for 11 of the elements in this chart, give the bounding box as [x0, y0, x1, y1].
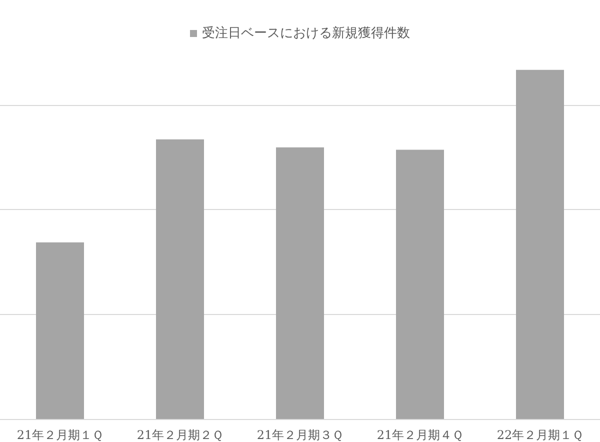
legend-label: 受注日ベースにおける新規獲得件数 — [202, 26, 410, 41]
bar — [36, 242, 84, 419]
bar — [156, 139, 204, 419]
bar — [396, 150, 444, 419]
x-tick-label: 21年２月期３Ｑ — [256, 428, 344, 442]
x-tick-label: 21年２月期４Ｑ — [376, 428, 464, 442]
x-tick-label: 21年２月期１Ｑ — [16, 428, 104, 442]
bar — [516, 70, 564, 419]
x-tick-label: 21年２月期２Ｑ — [136, 428, 224, 442]
x-tick-label: 22年２月期１Ｑ — [496, 428, 584, 442]
bar — [276, 147, 324, 419]
